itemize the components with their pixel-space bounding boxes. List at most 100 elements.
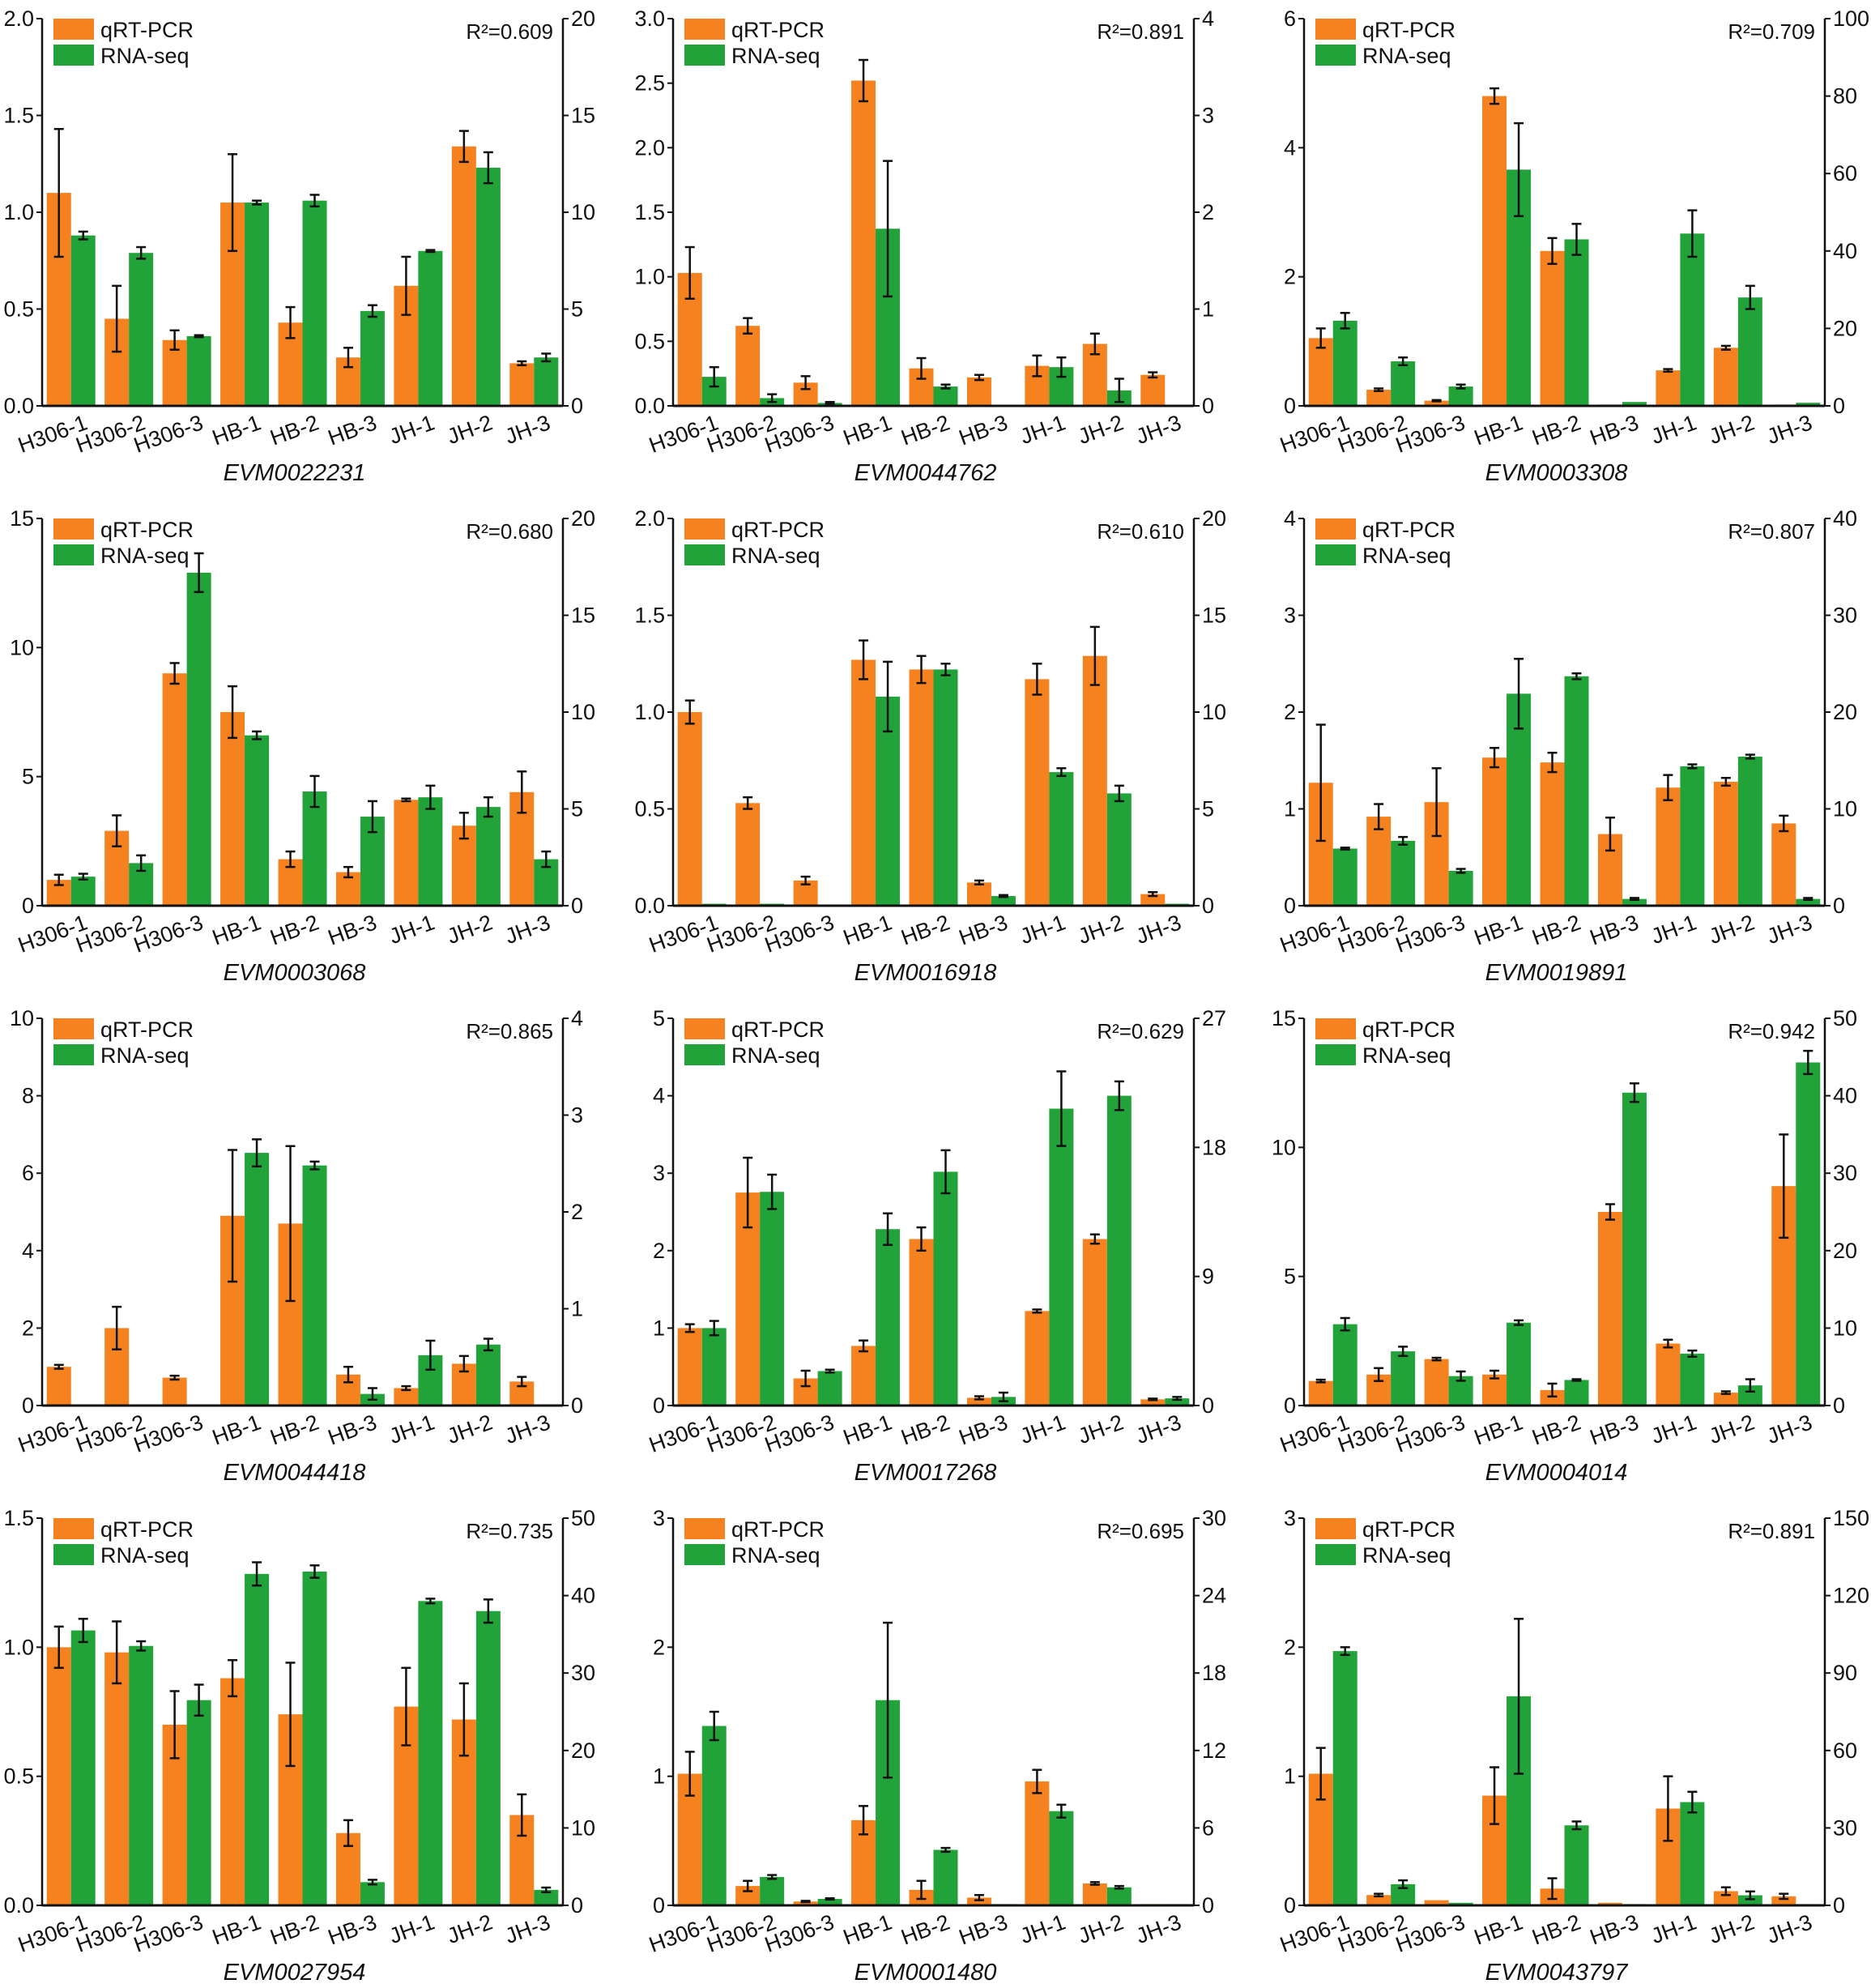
right-tick-label: 60 (1833, 161, 1857, 186)
legend-swatch-qrt-pcr (684, 1518, 725, 1539)
qrt-bar (1713, 782, 1738, 906)
rna-bar (1737, 1895, 1762, 1905)
rna-bar (876, 1229, 901, 1406)
left-tick-label: 15 (1272, 1006, 1296, 1030)
legend-label-rna-seq: RNA-seq (100, 1543, 190, 1568)
left-tick-label: 6 (1284, 6, 1296, 31)
qrt-bar (909, 1239, 934, 1406)
right-tick-label: 12 (1202, 1738, 1226, 1763)
r-squared-label: R²=0.610 (1097, 519, 1184, 544)
right-tick-label: 20 (571, 1738, 595, 1763)
qrt-bar (851, 659, 876, 906)
rna-bar (933, 386, 958, 406)
x-tick-label: JH-2 (1706, 1410, 1758, 1448)
panel-title: EVM0016918 (855, 960, 997, 986)
right-tick-label: 4 (571, 1006, 583, 1030)
rna-bar (475, 1610, 501, 1905)
x-tick-label: JH-1 (386, 1909, 438, 1948)
qrt-bar (1082, 1883, 1107, 1905)
right-tick-label: 10 (1833, 797, 1857, 821)
right-tick-label: 27 (1202, 1006, 1226, 1030)
qrt-bar (162, 1377, 187, 1406)
qrt-bar (1482, 757, 1507, 906)
panel-title: EVM0019891 (1485, 960, 1628, 986)
left-tick-label: 2 (653, 1635, 665, 1659)
qrt-bar (1140, 894, 1166, 906)
legend-label-qrt-pcr: qRT-PCR (100, 1517, 194, 1542)
left-tick-label: 2 (22, 1316, 34, 1340)
x-tick-label: HB-3 (325, 410, 380, 450)
x-tick-label: JH-1 (1648, 1410, 1700, 1448)
left-tick-label: 0.5 (3, 297, 34, 322)
right-tick-label: 10 (571, 700, 595, 724)
right-tick-label: 0 (571, 894, 583, 918)
x-tick-label: JH-3 (501, 1410, 553, 1448)
left-tick-label: 3 (653, 1506, 665, 1530)
panel-title: EVM0003308 (1485, 460, 1628, 486)
left-tick-label: 1.5 (3, 104, 34, 128)
left-tick-label: 8 (22, 1084, 34, 1108)
qrt-bar (1656, 370, 1681, 406)
qrt-bar (1025, 1781, 1050, 1905)
right-tick-label: 40 (1833, 1084, 1857, 1108)
right-tick-label: 4 (1202, 6, 1214, 31)
right-tick-label: 40 (1833, 239, 1857, 263)
right-tick-label: 90 (1833, 1661, 1857, 1685)
right-tick-label: 1 (571, 1297, 583, 1321)
qrt-bar (793, 1901, 818, 1905)
qrt-bar (1540, 250, 1565, 406)
x-tick-label: JH-1 (1648, 1909, 1700, 1948)
rna-bar (186, 1700, 211, 1905)
left-tick-label: 10 (10, 635, 34, 659)
rna-bar (1332, 320, 1357, 406)
qrt-bar (1424, 1900, 1449, 1905)
left-tick-label: 1.5 (634, 604, 665, 628)
qrt-bar (966, 1397, 991, 1406)
x-tick-label: HB-1 (209, 910, 264, 949)
rna-bar (1737, 297, 1762, 406)
panel-title: EVM0004014 (1485, 1460, 1628, 1486)
x-tick-label: JH-2 (1075, 410, 1127, 449)
right-tick-label: 2 (1202, 200, 1214, 224)
legend-label-rna-seq: RNA-seq (731, 544, 820, 568)
legend-label-rna-seq: RNA-seq (100, 44, 190, 68)
left-tick-label: 4 (22, 1239, 34, 1263)
right-tick-label: 80 (1833, 84, 1857, 109)
legend-swatch-rna-seq (684, 1044, 725, 1065)
left-tick-label: 0.0 (3, 394, 34, 418)
right-tick-label: 30 (1833, 1815, 1857, 1840)
x-tick-label: HB-2 (266, 910, 322, 949)
left-tick-label: 2.0 (634, 506, 665, 531)
rna-bar (245, 1153, 270, 1406)
rna-bar (991, 896, 1016, 906)
right-tick-label: 30 (1833, 604, 1857, 628)
qrt-bar (1713, 348, 1738, 406)
x-tick-label: HB-3 (956, 910, 1011, 949)
qrt-bar (1540, 1389, 1565, 1406)
left-tick-label: 2 (653, 1239, 665, 1263)
left-tick-label: 0.5 (3, 1764, 34, 1789)
legend-swatch-qrt-pcr (1315, 1518, 1356, 1539)
qrt-bar (851, 1346, 876, 1406)
right-tick-label: 10 (1202, 700, 1226, 724)
x-tick-label: HB-2 (266, 1410, 322, 1449)
qrt-bar (451, 146, 476, 407)
x-tick-label: HB-1 (1471, 910, 1526, 949)
rna-bar (817, 1371, 842, 1406)
legend-swatch-rna-seq (53, 544, 94, 565)
x-tick-label: JH-2 (444, 910, 496, 949)
x-tick-label: JH-3 (501, 910, 553, 949)
x-tick-label: JH-1 (1017, 410, 1069, 449)
rna-bar (129, 1645, 154, 1905)
qrt-bar (1308, 1380, 1333, 1406)
left-tick-label: 5 (22, 765, 34, 789)
rna-bar (1448, 870, 1473, 906)
rna-bar (1737, 756, 1762, 906)
legend-label-rna-seq: RNA-seq (731, 1043, 820, 1068)
rna-bar (245, 203, 270, 406)
